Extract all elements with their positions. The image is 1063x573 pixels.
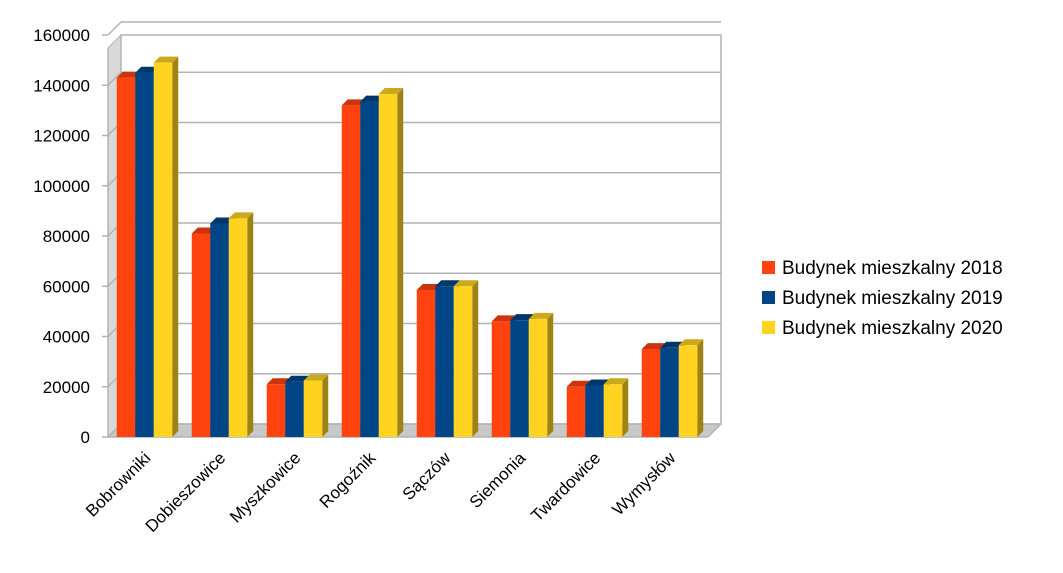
bar <box>228 212 254 437</box>
y-tick-label: 140000 <box>33 76 90 95</box>
x-tick-label: Bobrowniki <box>82 448 154 520</box>
bar-front <box>453 286 473 437</box>
bar-front <box>285 381 304 437</box>
x-tick-label: Rogoźnik <box>316 448 380 512</box>
bar <box>453 280 479 437</box>
bar-side <box>322 374 329 437</box>
bar-top <box>528 312 554 319</box>
y-tick-label: 40000 <box>43 328 90 347</box>
bar <box>303 374 329 437</box>
bar-front <box>678 345 698 437</box>
legend-label: Budynek mieszkalny 2018 <box>782 258 1003 279</box>
bar-top <box>135 66 160 73</box>
y-tick-label: 160000 <box>33 26 90 45</box>
bar <box>378 88 404 437</box>
bar-front <box>491 321 511 437</box>
bar-side <box>397 88 404 437</box>
bar-top <box>678 339 704 346</box>
bar-top <box>228 212 254 219</box>
x-tick-label: Wymysłów <box>609 448 680 519</box>
x-tick-label: Siemonia <box>466 448 530 512</box>
legend-label: Budynek mieszkalny 2019 <box>782 288 1003 309</box>
bar <box>153 56 179 437</box>
bar-front <box>660 347 679 437</box>
bar-top <box>566 380 592 387</box>
bar-top <box>266 378 292 385</box>
gridline-side <box>107 71 122 86</box>
bar-front <box>228 218 248 437</box>
x-tick-label: Sączów <box>399 448 455 504</box>
bar-front <box>641 349 661 437</box>
bar-front <box>528 318 548 437</box>
bar-front <box>153 62 173 437</box>
gridline-side <box>107 21 122 36</box>
x-tick-label: Myszkowice <box>226 448 304 526</box>
legend-swatch <box>762 261 775 274</box>
bar-top <box>453 280 479 287</box>
bar-front <box>116 77 136 438</box>
bar-front <box>566 386 586 437</box>
y-tick-label: 100000 <box>33 177 90 196</box>
bar-front <box>416 290 436 437</box>
bar-front <box>378 94 398 437</box>
bar-side <box>697 339 704 437</box>
bar-front <box>435 286 454 437</box>
legend-item: Budynek mieszkalny 2018 <box>762 258 1003 279</box>
bar-layer <box>116 56 704 438</box>
bar-top <box>210 217 235 224</box>
legend-item: Budynek mieszkalny 2020 <box>762 318 1003 339</box>
bar-top <box>191 227 217 234</box>
x-tick-label: Dobieszowice <box>142 448 230 536</box>
y-tick-label: 80000 <box>43 227 90 246</box>
bar-side <box>622 378 629 437</box>
bar-front <box>191 233 211 437</box>
bar <box>678 339 704 437</box>
bar-top <box>585 379 610 386</box>
bar-front <box>266 384 286 437</box>
y-tick-label: 60000 <box>43 277 90 296</box>
legend-swatch <box>762 291 775 304</box>
bar-side <box>472 280 479 437</box>
bar-front <box>603 384 623 437</box>
bar-top <box>360 95 385 102</box>
bar-front <box>585 385 604 437</box>
x-tick-label: Twardowice <box>527 448 604 525</box>
bar-top <box>303 374 329 381</box>
legend: Budynek mieszkalny 2018 Budynek mieszkaln… <box>762 258 1003 339</box>
bar-top <box>603 378 629 385</box>
bar-top <box>116 71 142 78</box>
bar-top <box>435 280 460 287</box>
bar-front <box>341 105 361 437</box>
bar-top <box>378 88 404 95</box>
bar <box>603 378 629 437</box>
bar-front <box>303 380 323 437</box>
bar-front <box>210 223 229 437</box>
bar-front <box>360 101 379 438</box>
bar-top <box>153 56 179 63</box>
bar <box>528 312 554 437</box>
bar-side <box>247 212 254 437</box>
bar-side <box>172 56 179 437</box>
bar-top <box>341 99 367 106</box>
legend-swatch <box>762 321 775 334</box>
legend-label: Budynek mieszkalny 2020 <box>782 318 1003 339</box>
y-tick-label: 0 <box>81 428 90 447</box>
bar-front <box>135 72 154 437</box>
bar-top <box>510 314 535 321</box>
y-tick-labels: 0 20000 40000 60000 80000 100000 120000 140000 1… <box>33 26 90 447</box>
legend-item: Budynek mieszkalny 2019 <box>762 288 1003 309</box>
bar-side <box>547 312 554 437</box>
bar-top <box>285 375 310 382</box>
bar-top <box>641 343 667 350</box>
bar-top <box>660 341 685 348</box>
x-axis-depth-line <box>707 423 722 438</box>
y-tick-label: 120000 <box>33 127 90 146</box>
bar-top <box>416 284 442 291</box>
bar-front <box>510 320 529 437</box>
y-tick-label: 20000 <box>43 378 90 397</box>
bar-top <box>491 315 517 322</box>
